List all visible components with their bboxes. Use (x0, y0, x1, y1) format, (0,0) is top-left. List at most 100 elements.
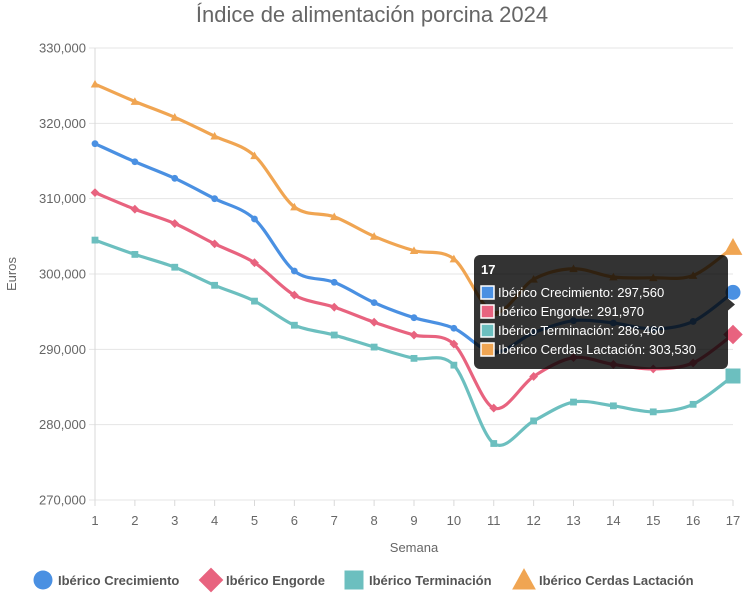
tooltip-swatch (480, 285, 495, 300)
data-point (449, 254, 459, 263)
x-tick-label: 1 (91, 513, 98, 528)
legend-marker-circle (33, 570, 53, 590)
x-tick-label: 14 (606, 513, 620, 528)
data-point (370, 299, 378, 307)
data-point-highlighted (723, 324, 743, 345)
data-point (449, 339, 459, 349)
data-point (130, 97, 140, 105)
y-tick-label: 280,000 (39, 417, 86, 432)
grid (89, 47, 733, 506)
tooltip-line: Ibérico Engorde: 291,970 (498, 304, 644, 319)
legend-item-1[interactable]: Ibérico Crecimiento (33, 570, 180, 590)
legend-label: Ibérico Engorde (226, 573, 325, 588)
data-point (649, 408, 657, 416)
x-tick-label: 8 (371, 513, 378, 528)
tooltip-swatch (480, 304, 495, 319)
data-point (171, 263, 179, 271)
tooltip-line: Ibérico Cerdas Lactación: 303,530 (498, 342, 696, 357)
tooltip-swatch (480, 342, 495, 357)
data-point (450, 324, 458, 332)
data-point (211, 281, 219, 289)
data-point (90, 188, 100, 198)
data-point (370, 343, 378, 351)
x-tick-label: 4 (211, 513, 218, 528)
data-point (90, 79, 100, 88)
y-tick-label: 300,000 (39, 267, 86, 282)
legend: Ibérico Crecimiento Ibérico Engorde Ibéric… (33, 567, 694, 593)
data-point (410, 314, 418, 322)
y-axis-label: Euros (4, 257, 19, 291)
x-tick-label: 13 (566, 513, 580, 528)
legend-label: Ibérico Cerdas Lactación (539, 573, 694, 588)
legend-marker-diamond (198, 567, 224, 593)
data-point (131, 251, 139, 258)
data-point (330, 212, 339, 221)
legend-item-3[interactable]: Ibérico Terminación (344, 570, 492, 590)
tooltip-swatch (480, 323, 495, 338)
data-point (450, 361, 458, 369)
legend-label: Ibérico Terminación (369, 573, 492, 588)
data-point (689, 400, 697, 408)
data-point-highlighted (725, 368, 741, 384)
x-tick-label: 17 (726, 513, 740, 528)
x-tick-label: 3 (171, 513, 178, 528)
legend-item-4[interactable]: Ibérico Cerdas Lactación (512, 568, 694, 590)
legend-item-2[interactable]: Ibérico Engorde (198, 567, 325, 593)
y-tick-label: 290,000 (39, 342, 86, 357)
data-point (290, 267, 298, 275)
legend-marker-triangle (512, 568, 536, 590)
data-point (171, 174, 179, 182)
tooltip-line: Ibérico Crecimiento: 297,560 (498, 285, 664, 300)
y-tick-label: 310,000 (39, 191, 86, 206)
y-axis-ticks: 270,000 280,000 290,000 300,000 310,000 320,0… (39, 41, 86, 508)
data-point (369, 317, 379, 327)
x-tick-label: 7 (331, 513, 338, 528)
y-tick-label: 330,000 (39, 41, 86, 56)
data-point (170, 113, 179, 121)
x-tick-label: 6 (291, 513, 298, 528)
data-point (330, 278, 338, 286)
data-point (289, 290, 299, 300)
tooltip-line: Ibérico Terminación: 286,460 (498, 323, 665, 338)
x-tick-label: 15 (646, 513, 660, 528)
data-point (170, 219, 180, 228)
x-tick-label: 12 (526, 513, 540, 528)
data-point-highlighted (725, 284, 741, 300)
data-point (130, 204, 140, 214)
x-tick-label: 2 (131, 513, 138, 528)
data-point (409, 246, 419, 255)
x-tick-label: 5 (251, 513, 258, 528)
data-point (609, 402, 617, 410)
data-point (529, 372, 539, 381)
series-3 (91, 236, 741, 447)
data-point (131, 158, 139, 166)
y-tick-label: 270,000 (39, 493, 86, 508)
x-tick-label: 16 (686, 513, 700, 528)
data-point (250, 151, 259, 160)
legend-label: Ibérico Crecimiento (58, 573, 179, 588)
data-point (489, 403, 499, 413)
tooltip-caret (728, 298, 735, 311)
chart-title: Índice de alimentación porcina 2024 (196, 2, 548, 27)
data-point (490, 440, 498, 447)
data-point (251, 215, 258, 223)
data-point (251, 297, 258, 305)
tooltip-title: 17 (481, 262, 495, 277)
data-point (210, 239, 220, 249)
data-point (290, 321, 298, 329)
legend-marker-square (344, 570, 364, 590)
data-point (530, 417, 538, 425)
data-point (410, 354, 418, 362)
x-axis-label: Semana (390, 540, 439, 555)
data-point (211, 195, 219, 203)
x-axis-ticks: 1 2 3 4 5 6 7 8 9 10 11 12 13 14 15 16 17 (91, 500, 740, 528)
x-tick-label: 10 (447, 513, 461, 528)
data-point (290, 202, 299, 211)
data-point (91, 140, 99, 148)
y-tick-label: 320,000 (39, 116, 86, 131)
data-point (330, 331, 338, 339)
x-tick-label: 11 (487, 513, 501, 528)
